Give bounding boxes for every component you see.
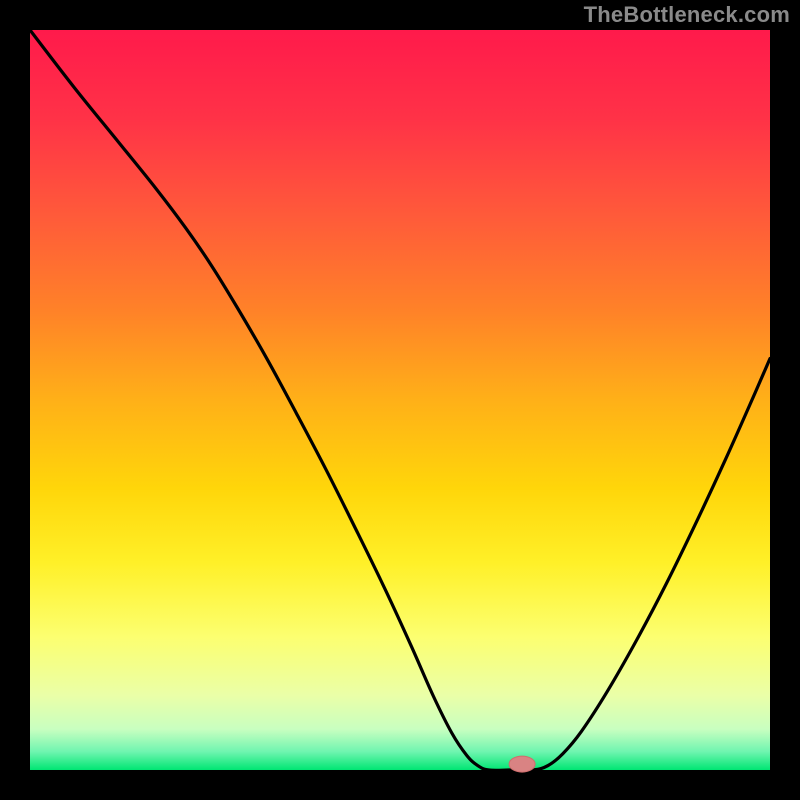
watermark-text: TheBottleneck.com [584,2,790,28]
chart-plot-background [30,30,770,770]
optimal-point-marker [509,756,535,772]
bottleneck-curve-chart [0,0,800,800]
